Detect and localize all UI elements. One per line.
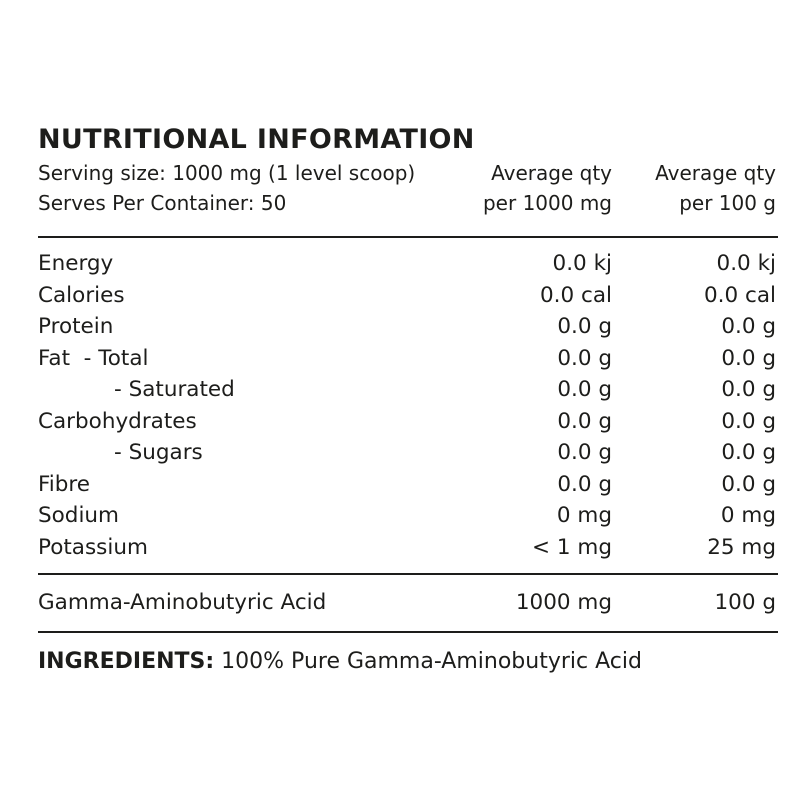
nutrient-row-energy: Energy 0.0 kj 0.0 kj xyxy=(38,248,778,280)
nutrient-row-protein: Protein 0.0 g 0.0 g xyxy=(38,311,778,343)
col-per-serving-heading-line2: per 1000 mg xyxy=(482,191,612,215)
nutrient-rows: Energy 0.0 kj 0.0 kj Calories 0.0 cal 0.… xyxy=(38,238,778,573)
nutrient-row-sodium: Sodium 0 mg 0 mg xyxy=(38,500,778,532)
nutrient-value-per-100g: 0.0 g xyxy=(721,408,776,434)
nutrient-value-per-100g: 0.0 g xyxy=(721,377,776,402)
nutrient-row-carbohydrates: Carbohydrates 0.0 g 0.0 g xyxy=(38,406,778,438)
nutrient-label: Sodium xyxy=(38,503,119,528)
nutrient-row-fat-total: Fat - Total 0.0 g 0.0 g xyxy=(38,343,778,375)
nutrient-value-per-100g: 0.0 g xyxy=(721,314,776,339)
active-ingredient-block: Gamma-Aminobutyric Acid 1000 mg 100 g xyxy=(38,575,778,631)
nutrient-value-per-serving: 0.0 g xyxy=(557,377,612,402)
nutrient-row-fibre: Fibre 0.0 g 0.0 g xyxy=(38,469,778,501)
header-divider xyxy=(38,236,778,238)
nutrient-row-saturated: - Saturated 0.0 g 0.0 g xyxy=(38,374,778,406)
active-ingredient-label: Gamma-Aminobutyric Acid xyxy=(38,590,327,615)
ingredients-text: 100% Pure Gamma-Aminobutyric Acid xyxy=(221,649,642,674)
active-ingredient-row: Gamma-Aminobutyric Acid 1000 mg 100 g xyxy=(38,585,778,621)
active-ingredient-per-100g: 100 g xyxy=(714,590,776,615)
col-per-100g-heading-line2: per 100 g xyxy=(679,191,776,215)
nutrient-value-per-100g: 0.0 g xyxy=(721,345,776,371)
nutrient-value-per-serving: 0 mg xyxy=(556,503,612,528)
nutrient-row-calories: Calories 0.0 cal 0.0 cal xyxy=(38,280,778,312)
nutrient-value-per-100g: 25 mg xyxy=(707,534,776,560)
nutrient-sublabel: - Sugars xyxy=(114,440,203,465)
nutrient-value-per-serving: 0.0 g xyxy=(557,345,612,371)
nutrient-value-per-100g: 0.0 g xyxy=(721,440,776,465)
active-divider-bottom xyxy=(38,631,778,633)
nutrient-value-per-serving: 0.0 g xyxy=(557,314,612,339)
nutrient-value-per-serving: 0.0 g xyxy=(557,471,612,497)
header-row-2: Serves Per Container: 50 per 1000 mg per… xyxy=(38,188,778,218)
ingredients-label: INGREDIENTS: xyxy=(38,649,215,674)
nutrient-label: Energy xyxy=(38,251,114,276)
nutrient-label: Fibre xyxy=(38,471,91,497)
nutrient-value-per-100g: 0.0 g xyxy=(721,471,776,497)
nutrient-label: Calories xyxy=(38,282,125,308)
nutrient-value-per-serving: 0.0 cal xyxy=(540,282,612,308)
serving-size-text: Serving size: 1000 mg (1 level scoop) xyxy=(38,161,416,185)
nutrient-value-per-serving: < 1 mg xyxy=(532,534,612,560)
nutrient-value-per-serving: 0.0 g xyxy=(557,408,612,434)
ingredients-line: INGREDIENTS: 100% Pure Gamma-Aminobutyri… xyxy=(38,647,778,677)
nutrition-panel: NUTRITIONAL INFORMATION Serving size: 10… xyxy=(38,122,778,677)
serves-per-container-text: Serves Per Container: 50 xyxy=(38,191,287,215)
nutrient-label: Protein xyxy=(38,314,114,339)
col-per-100g-heading-line1: Average qty xyxy=(655,161,776,185)
nutrient-value-per-100g: 0.0 cal xyxy=(704,282,776,308)
active-ingredient-per-serving: 1000 mg xyxy=(515,590,612,615)
nutrient-sublabel: - Saturated xyxy=(114,377,235,402)
nutrient-value-per-serving: 0.0 kj xyxy=(552,251,612,276)
panel-title: NUTRITIONAL INFORMATION xyxy=(38,124,475,155)
nutrient-row-sugars: - Sugars 0.0 g 0.0 g xyxy=(38,437,778,469)
nutrient-label: Fat - Total xyxy=(38,345,149,371)
header-row-1: Serving size: 1000 mg (1 level scoop) Av… xyxy=(38,158,778,188)
nutrient-label: Carbohydrates xyxy=(38,408,197,434)
nutrient-value-per-serving: 0.0 g xyxy=(557,440,612,465)
nutrient-value-per-100g: 0.0 kj xyxy=(716,251,776,276)
active-divider-top xyxy=(38,573,778,575)
nutrient-label: Potassium xyxy=(38,534,148,560)
col-per-serving-heading-line1: Average qty xyxy=(491,161,612,185)
nutrient-row-potassium: Potassium < 1 mg 25 mg xyxy=(38,532,778,564)
nutrient-value-per-100g: 0 mg xyxy=(720,503,776,528)
